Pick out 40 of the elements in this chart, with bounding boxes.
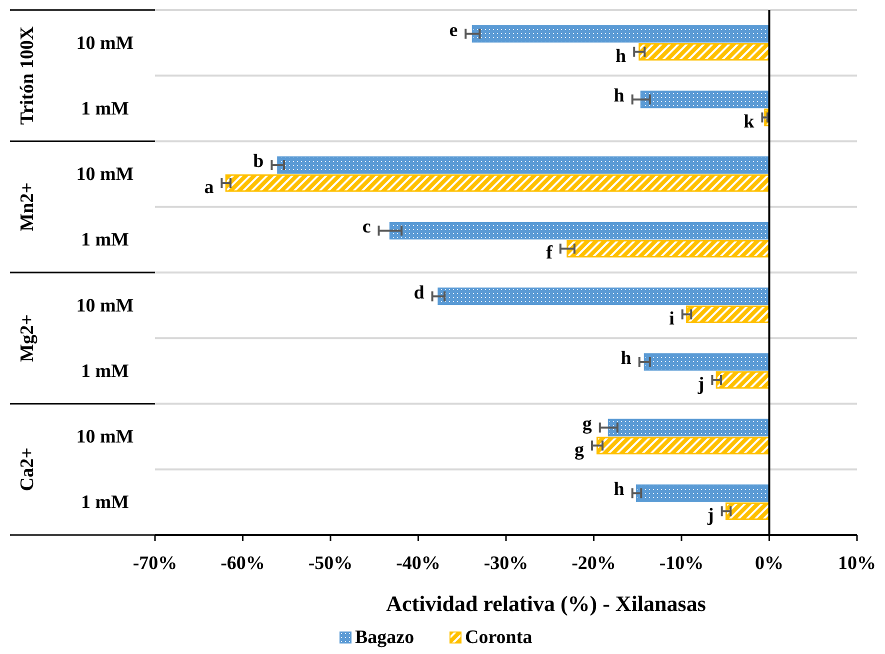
data-label: a bbox=[204, 177, 214, 198]
x-tick-label: -70% bbox=[132, 553, 178, 574]
data-label: e bbox=[449, 20, 458, 41]
x-tick-label: -30% bbox=[484, 553, 528, 574]
data-label: g bbox=[582, 414, 592, 435]
data-label: k bbox=[744, 111, 755, 132]
x-tick-label: -60% bbox=[220, 553, 265, 574]
x-tick-label: 0% bbox=[755, 553, 784, 574]
y-tick-label: 10 mM bbox=[76, 32, 134, 54]
text: Tritón 100X bbox=[17, 26, 38, 125]
data-label: h bbox=[616, 46, 627, 67]
text: Mn2+ bbox=[17, 182, 38, 232]
text: Ca2+ bbox=[17, 448, 38, 492]
y-tick-label: 10 mM bbox=[76, 426, 134, 448]
y-tick-label: 1 mM bbox=[80, 98, 130, 120]
data-label: i bbox=[669, 308, 674, 330]
data-label: h bbox=[620, 348, 632, 369]
y-tick-label: 1 mM bbox=[80, 360, 130, 382]
legend-label: Coronta bbox=[465, 627, 533, 648]
x-axis-title: Actividad relativa (%) - Xilanasas bbox=[386, 591, 706, 616]
data-label: g bbox=[574, 440, 584, 461]
x-tick-label: 10% bbox=[838, 553, 876, 574]
data-label: h bbox=[614, 479, 625, 500]
y-tick-label: 1 mM bbox=[80, 492, 130, 514]
text: Mg2+ bbox=[17, 314, 38, 362]
data-label: h bbox=[614, 85, 625, 106]
x-tick-label: -20% bbox=[572, 553, 616, 574]
x-tick-label: -40% bbox=[396, 553, 440, 574]
data-label: f bbox=[546, 242, 554, 264]
y-tick-label: 1 mM bbox=[80, 230, 130, 251]
y-tick-label: 10 mM bbox=[76, 295, 134, 316]
data-label: b bbox=[253, 151, 264, 172]
x-tick-label: -10% bbox=[659, 553, 704, 574]
x-tick-label: -50% bbox=[308, 553, 353, 574]
data-label: j bbox=[696, 374, 704, 395]
y-tick-label: 10 mM bbox=[76, 164, 134, 186]
data-label: d bbox=[414, 282, 425, 304]
data-label: j bbox=[706, 505, 714, 526]
data-label: c bbox=[362, 216, 371, 238]
legend-label: Bagazo bbox=[355, 627, 414, 648]
